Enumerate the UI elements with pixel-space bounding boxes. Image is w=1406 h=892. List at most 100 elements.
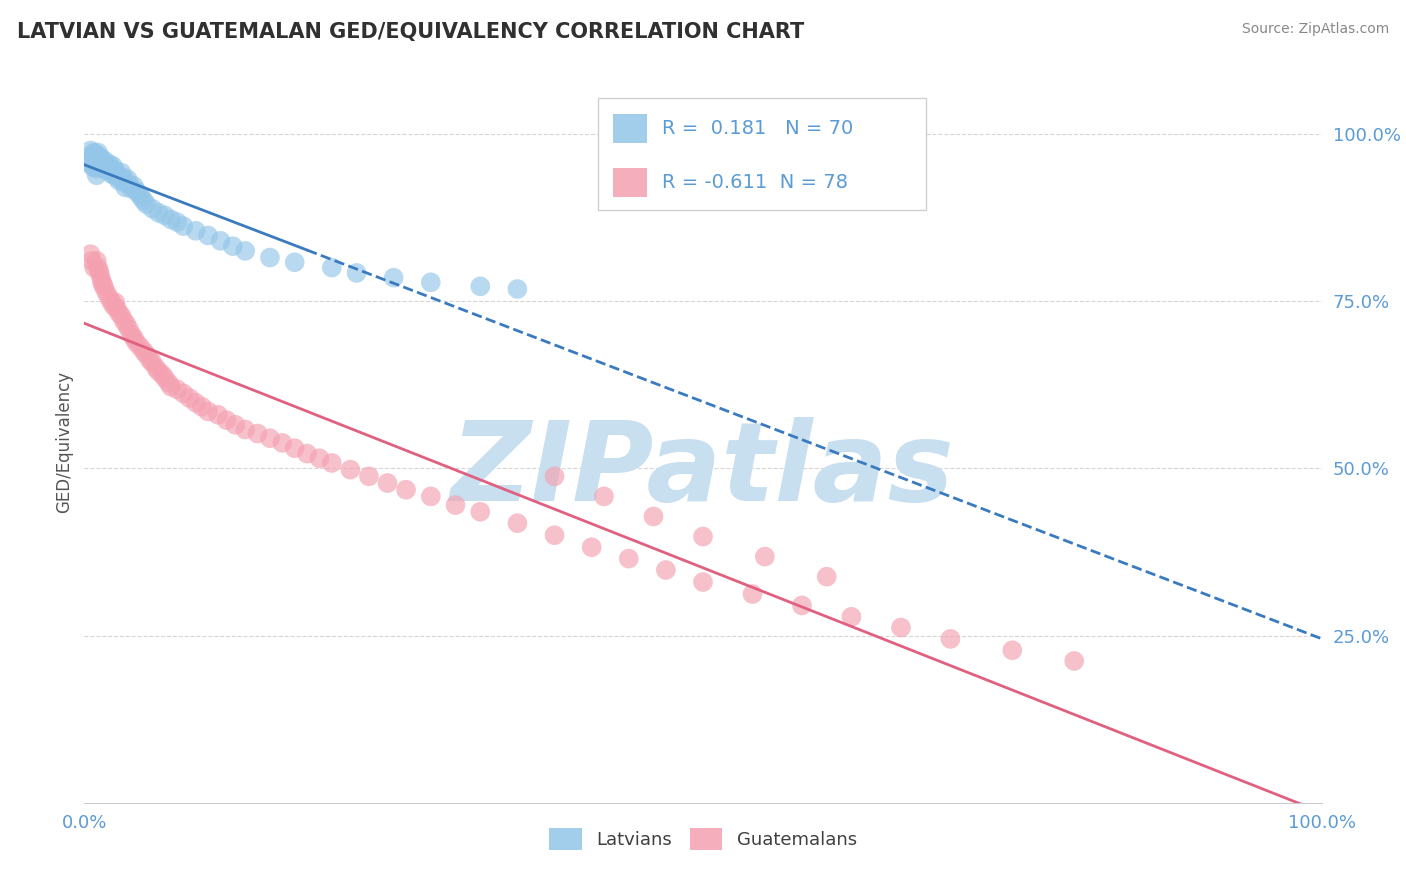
- Point: [132, 344, 155, 359]
- Point: [197, 228, 219, 243]
- Point: [89, 161, 111, 175]
- Point: [581, 541, 603, 555]
- Point: [184, 224, 207, 238]
- Point: [150, 368, 173, 382]
- Point: [101, 159, 124, 173]
- Point: [357, 469, 380, 483]
- Point: [655, 563, 678, 577]
- Point: [110, 309, 132, 323]
- Text: Source: ZipAtlas.com: Source: ZipAtlas.com: [1241, 22, 1389, 37]
- Point: [112, 314, 135, 328]
- Point: [93, 153, 115, 168]
- Point: [86, 254, 108, 268]
- Text: LATVIAN VS GUATEMALAN GED/EQUIVALENCY CORRELATION CHART: LATVIAN VS GUATEMALAN GED/EQUIVALENCY CO…: [17, 22, 804, 42]
- Point: [172, 219, 194, 234]
- Point: [90, 158, 112, 172]
- Point: [1001, 643, 1024, 657]
- Point: [104, 295, 127, 310]
- Point: [222, 239, 245, 253]
- Point: [543, 469, 565, 483]
- Point: [86, 161, 108, 176]
- Point: [98, 161, 121, 176]
- Point: [87, 145, 110, 160]
- Point: [1063, 654, 1085, 668]
- Point: [153, 209, 176, 223]
- Point: [617, 551, 640, 566]
- Point: [166, 215, 188, 229]
- Point: [246, 426, 269, 441]
- FancyBboxPatch shape: [613, 114, 647, 143]
- Point: [419, 489, 441, 503]
- Point: [233, 423, 256, 437]
- Point: [117, 172, 139, 186]
- Point: [93, 281, 115, 295]
- Point: [543, 528, 565, 542]
- Point: [90, 152, 112, 166]
- Text: R =  0.181   N = 70: R = 0.181 N = 70: [662, 120, 853, 138]
- Point: [506, 282, 529, 296]
- Point: [82, 161, 104, 175]
- Point: [96, 285, 118, 300]
- Point: [103, 169, 125, 183]
- Point: [224, 417, 246, 432]
- Point: [80, 254, 103, 268]
- Point: [148, 206, 170, 220]
- Point: [139, 353, 162, 368]
- Point: [377, 476, 399, 491]
- Point: [103, 300, 125, 314]
- Text: ZIPatlas: ZIPatlas: [451, 417, 955, 524]
- Point: [115, 318, 138, 332]
- Point: [91, 277, 114, 292]
- Point: [419, 276, 441, 290]
- Point: [444, 498, 467, 512]
- Point: [215, 413, 238, 427]
- Point: [91, 155, 114, 169]
- Point: [470, 505, 492, 519]
- Point: [643, 509, 665, 524]
- Point: [506, 516, 529, 530]
- Point: [132, 194, 155, 208]
- Point: [108, 306, 131, 320]
- Point: [90, 274, 112, 288]
- Point: [382, 270, 405, 285]
- Point: [91, 161, 114, 176]
- Point: [79, 157, 101, 171]
- Point: [128, 187, 150, 202]
- Point: [197, 404, 219, 418]
- Point: [96, 161, 118, 175]
- Point: [209, 234, 232, 248]
- Point: [107, 170, 129, 185]
- Point: [98, 291, 121, 305]
- Point: [120, 182, 142, 196]
- Point: [470, 279, 492, 293]
- Point: [259, 251, 281, 265]
- Point: [122, 331, 145, 345]
- Point: [939, 632, 962, 646]
- Point: [89, 264, 111, 278]
- Point: [112, 175, 135, 189]
- Point: [346, 266, 368, 280]
- Point: [141, 356, 163, 370]
- Point: [89, 153, 111, 168]
- Point: [135, 348, 157, 362]
- Point: [105, 167, 128, 181]
- Point: [105, 301, 128, 315]
- Point: [87, 260, 110, 275]
- Point: [184, 396, 207, 410]
- Point: [82, 147, 104, 161]
- Point: [271, 435, 294, 450]
- Point: [145, 361, 167, 376]
- Point: [83, 159, 105, 173]
- Point: [841, 610, 863, 624]
- Legend: Latvians, Guatemalans: Latvians, Guatemalans: [540, 819, 866, 859]
- Point: [98, 163, 121, 178]
- Point: [339, 462, 361, 476]
- Point: [172, 386, 194, 401]
- Point: [141, 202, 163, 216]
- Point: [129, 340, 152, 354]
- Text: R = -0.611  N = 78: R = -0.611 N = 78: [662, 173, 848, 192]
- Point: [82, 153, 104, 168]
- Point: [754, 549, 776, 564]
- Point: [125, 184, 148, 198]
- Point: [157, 376, 180, 390]
